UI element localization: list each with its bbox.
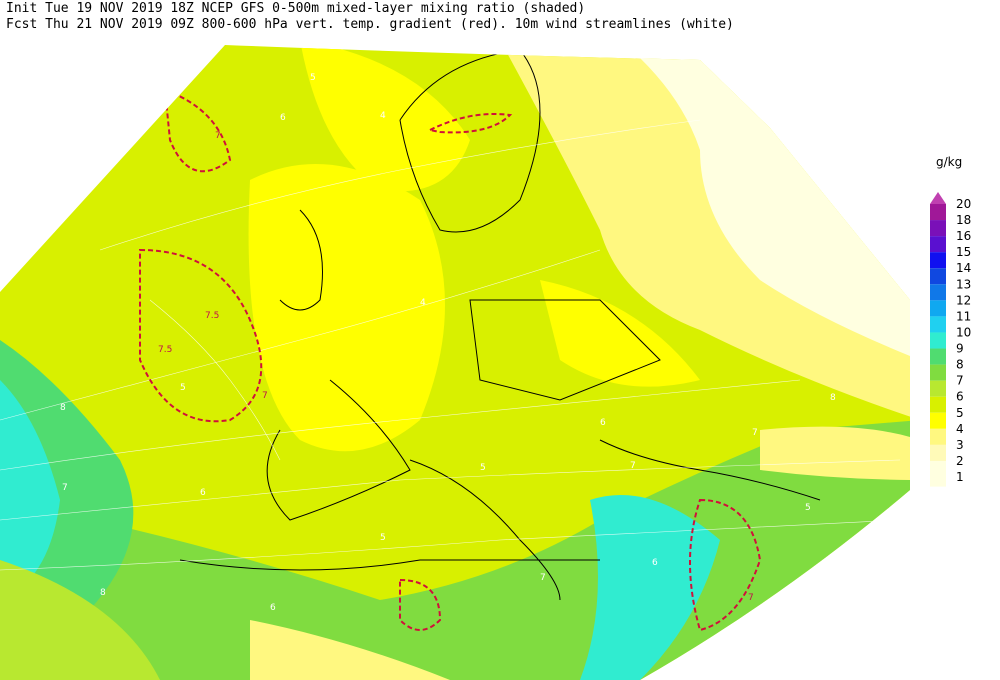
colorbar-box [930, 412, 946, 429]
colorbar-label: 18 [956, 213, 971, 227]
colorbar-box [930, 284, 946, 301]
colorbar-label: 5 [956, 406, 964, 420]
contour-label: 6 [652, 558, 658, 568]
colorbar-box [930, 204, 946, 221]
colorbar-label: 13 [956, 277, 971, 291]
colorbar-label: 20 [956, 197, 971, 211]
colorbar-label: 4 [956, 422, 964, 436]
colorbar-box [930, 444, 946, 461]
contour-label: 7 [748, 593, 754, 603]
colorbar-box [930, 316, 946, 333]
contour-label: 7 [62, 483, 68, 493]
colorbar-box [930, 364, 946, 381]
colorbar-label: 6 [956, 390, 964, 404]
contour-label: 7 [630, 461, 636, 471]
contour-label: 6 [270, 603, 276, 613]
contour-label: 5 [380, 533, 386, 543]
contour-label: 5 [310, 73, 316, 83]
map [0, 45, 910, 680]
colorbar-box [930, 332, 946, 349]
colorbar-box [930, 220, 946, 237]
contour-label: 5 [180, 383, 186, 393]
colorbar-box [930, 252, 946, 269]
contour-label: 5 [805, 503, 811, 513]
colorbar-box [930, 428, 946, 445]
contour-label: 4 [420, 298, 426, 308]
colorbar-box [930, 268, 946, 285]
colorbar-arrow [930, 192, 946, 204]
colorbar-label: 9 [956, 342, 964, 356]
colorbar-box [930, 460, 946, 477]
colorbar-label: 11 [956, 309, 971, 323]
colorbar: g/kg 20 18 16 15 14 13 12 11 10 9 8 7 6 5 4 3 2 1 [930, 155, 971, 487]
contour-label: 5 [480, 463, 486, 473]
colorbar-label: 12 [956, 293, 971, 307]
colorbar-label: 15 [956, 245, 971, 259]
colorbar-label: 16 [956, 229, 971, 243]
contour-label: 7.5 [205, 311, 219, 321]
contour-label: 7 [215, 131, 221, 141]
header-line: Init Tue 19 NOV 2019 18Z NCEP GFS 0-500m… [6, 1, 585, 16]
colorbar-label: 1 [956, 470, 964, 484]
contour-label: 7 [752, 428, 758, 438]
colorbar-box [930, 236, 946, 253]
contour-label: 7 [262, 391, 268, 401]
header-line: Fcst Thu 21 NOV 2019 09Z 800-600 hPa ver… [6, 17, 734, 32]
colorbar-label: 10 [956, 325, 971, 339]
contour-label: 8 [100, 588, 106, 598]
contour-label: 6 [200, 488, 206, 498]
contour-label: 6 [280, 113, 286, 123]
colorbar-unit: g/kg [936, 155, 962, 169]
colorbar-label: 14 [956, 261, 971, 275]
contour-label: 4 [380, 111, 386, 121]
colorbar-label: 7 [956, 374, 964, 388]
contour-label: 6 [600, 418, 606, 428]
colorbar-label: 3 [956, 438, 964, 452]
contour-label: 7.5 [158, 345, 172, 355]
colorbar-box [930, 396, 946, 413]
colorbar-box [930, 380, 946, 397]
colorbar-box [930, 477, 946, 487]
contour-label: 7 [540, 573, 546, 583]
contour-label: 8 [830, 393, 836, 403]
contour-label: 8 [60, 403, 66, 413]
colorbar-box [930, 300, 946, 317]
colorbar-label: 8 [956, 358, 964, 372]
colorbar-box [930, 348, 946, 365]
colorbar-label: 2 [956, 454, 964, 468]
